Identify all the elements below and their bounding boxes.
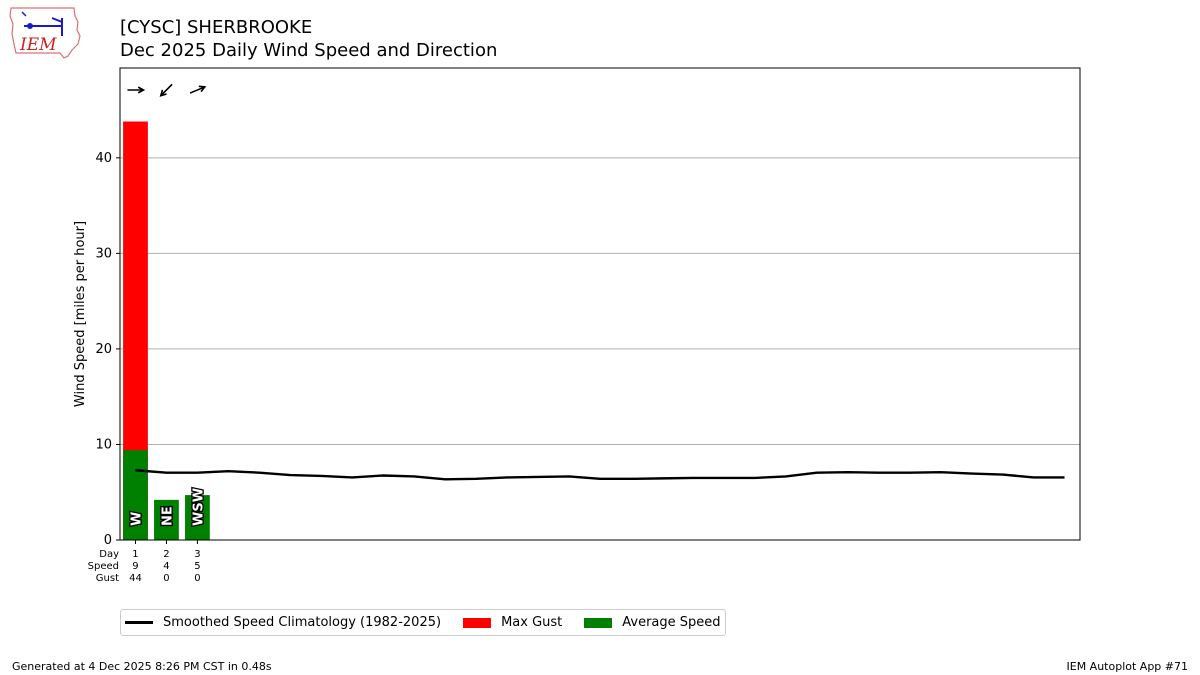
table-day-day-2: 2: [163, 549, 169, 560]
legend-item-climatology: Smoothed Speed Climatology (1982-2025): [125, 615, 441, 630]
y-tick-label-20: 20: [95, 342, 112, 357]
legend-label-climatology: Smoothed Speed Climatology (1982-2025): [163, 615, 442, 630]
app-id: IEM Autoplot App #71: [1066, 660, 1189, 673]
y-tick-label-10: 10: [95, 437, 112, 452]
table-row-label-day: Day: [99, 549, 119, 560]
generated-timestamp: Generated at 4 Dec 2025 8:26 PM CST in 0…: [12, 660, 272, 673]
table-row-label-speed: Speed: [88, 561, 119, 572]
bar-average-speed-day-3: [185, 495, 210, 540]
table-row-label-gust: Gust: [96, 573, 119, 584]
chart-title-station: [CYSC] SHERBROOKE: [120, 17, 313, 38]
chart-title-period: Dec 2025 Daily Wind Speed and Direction: [120, 40, 498, 61]
legend-item-average-speed: Average Speed: [584, 615, 721, 630]
table-day-day-1: 1: [132, 549, 138, 560]
table-gust-day-3: 0: [194, 573, 200, 584]
logo-text: IEM: [19, 35, 57, 55]
wind-direction-arrow-icon-day-2: [159, 83, 173, 97]
wind-direction-arrow-icon-day-3: [189, 85, 207, 94]
y-tick-label-40: 40: [95, 151, 112, 166]
table-speed-day-2: 4: [163, 561, 169, 572]
table-gust-day-2: 0: [163, 573, 169, 584]
bar-average-speed-day-2: [154, 499, 179, 540]
legend-label-max-gust: Max Gust: [501, 615, 563, 630]
table-speed-day-3: 5: [194, 561, 200, 572]
y-tick-label-30: 30: [95, 246, 112, 261]
table-day-day-3: 3: [194, 549, 200, 560]
table-speed-day-1: 9: [132, 561, 138, 572]
legend-label-average-speed: Average Speed: [622, 615, 721, 630]
direction-label-day-3: WSW: [191, 488, 206, 526]
legend-swatch-climatology: [125, 621, 153, 624]
y-tick-label-0: 0: [104, 533, 112, 548]
iem-logo: IEM: [8, 6, 82, 64]
legend-swatch-max-gust: [463, 617, 492, 628]
table-gust-day-1: 44: [129, 573, 142, 584]
legend-swatch-average-speed: [584, 617, 613, 628]
climatology-line: [135, 469, 1065, 481]
legend-item-max-gust: Max Gust: [463, 615, 562, 630]
bar-average-speed-day-1: [123, 450, 148, 540]
chart-legend: Smoothed Speed Climatology (1982-2025) M…: [120, 609, 726, 636]
direction-label-day-2: NE: [160, 506, 175, 526]
wind-direction-arrow-icon-day-1: [127, 86, 146, 94]
direction-label-day-1: W: [129, 512, 144, 526]
y-axis-label: Wind Speed [miles per hour]: [73, 221, 88, 407]
plot-frame: [119, 67, 1081, 541]
